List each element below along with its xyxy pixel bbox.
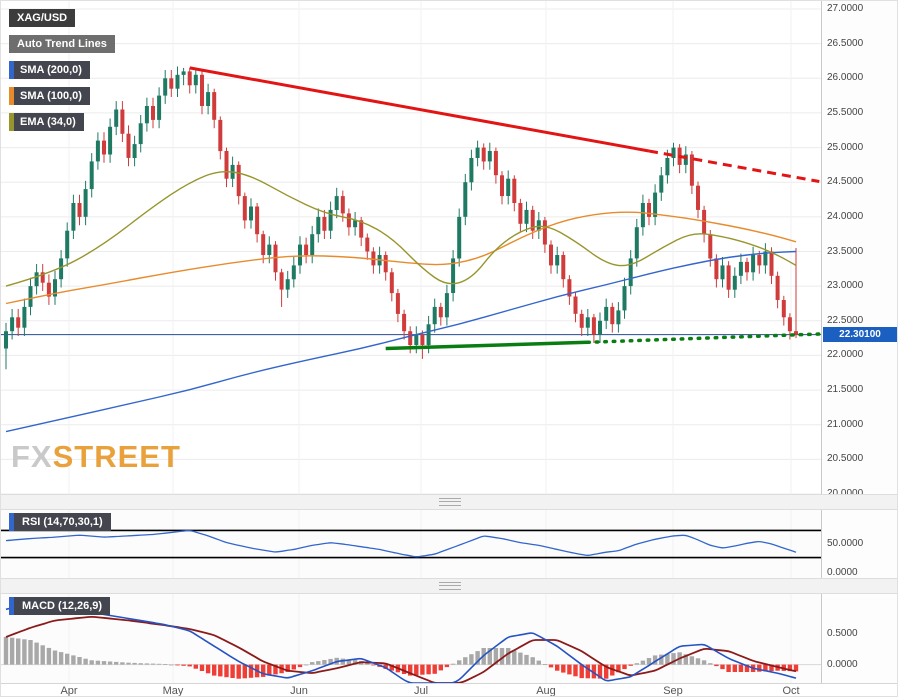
price-axis[interactable]: 22.30100 27.0000 26.5000 26.0000 25.5000 25.… xyxy=(821,1,897,499)
rsi-axis-tick: 50.0000 xyxy=(827,538,864,549)
resistance-trendline xyxy=(189,66,650,153)
x-axis-month-label: Sep xyxy=(663,685,683,697)
macd-indicator-label[interactable]: MACD (12,26,9) xyxy=(9,597,111,615)
sma100-label: SMA (100,0) xyxy=(20,90,82,102)
time-axis[interactable]: Apr May Jun Jul Aug Sep Oct xyxy=(1,683,897,697)
macd-axis-tick: 0.0000 xyxy=(827,659,858,670)
panel-resize-handle[interactable] xyxy=(439,498,461,506)
macd-axis[interactable]: 0.5000 0.0000 xyxy=(821,594,897,683)
rsi-axis[interactable]: 50.0000 0.0000 xyxy=(821,510,897,578)
price-axis-tick: 20.5000 xyxy=(827,453,864,464)
x-axis-month-label: Oct xyxy=(782,685,800,697)
x-axis-month-label: Apr xyxy=(60,685,78,697)
support-trendline-projection xyxy=(586,332,821,345)
price-axis-tick: 25.5000 xyxy=(827,107,864,118)
rsi-line xyxy=(5,529,797,558)
legend-sma100[interactable]: SMA (100,0) xyxy=(9,87,90,105)
price-axis-tick: 22.0000 xyxy=(827,349,864,360)
fxstreet-logo-fx: FX xyxy=(11,439,53,474)
price-axis-tick: 26.0000 xyxy=(827,72,864,83)
price-axis-tick: 21.0000 xyxy=(827,419,864,430)
rsi-indicator-label[interactable]: RSI (14,70,30,1) xyxy=(9,513,111,531)
legend-auto-trend-lines[interactable]: Auto Trend Lines xyxy=(9,35,115,53)
main-gridlines xyxy=(1,1,821,494)
x-axis-month-label: Jun xyxy=(290,685,308,697)
ema34-label: EMA (34,0) xyxy=(20,116,76,128)
macd-signal-line xyxy=(5,615,797,683)
price-axis-tick: 20.0000 xyxy=(827,488,863,499)
panel-separator xyxy=(1,494,897,510)
legend-symbol[interactable]: XAG/USD xyxy=(9,9,76,27)
symbol-label: XAG/USD xyxy=(17,12,68,24)
last-price-label: 22.30100 xyxy=(823,327,897,342)
sma100-line xyxy=(5,211,797,305)
sma200-line xyxy=(5,250,797,433)
rsi-canvas[interactable] xyxy=(1,510,821,578)
macd-axis-tick: 0.5000 xyxy=(827,628,858,639)
panel-separator xyxy=(1,578,897,594)
price-chart-panel[interactable]: XAG/USD Auto Trend Lines SMA (200,0) SMA… xyxy=(1,1,821,494)
price-axis-tick: 23.5000 xyxy=(827,246,864,257)
fxstreet-logo-street: STREET xyxy=(52,439,181,474)
rsi-panel[interactable]: RSI (14,70,30,1) xyxy=(1,510,821,578)
macd-canvas[interactable] xyxy=(1,594,821,683)
legend: XAG/USD Auto Trend Lines SMA (200,0) SMA… xyxy=(9,9,115,139)
ema34-line xyxy=(5,170,797,287)
legend-ema34[interactable]: EMA (34,0) xyxy=(9,113,84,131)
macd-panel[interactable]: MACD (12,26,9) xyxy=(1,594,821,683)
rsi-axis-tick: 0.0000 xyxy=(827,567,858,578)
price-axis-tick: 24.0000 xyxy=(827,211,864,222)
price-axis-tick: 22.5000 xyxy=(827,315,864,326)
legend-sma200[interactable]: SMA (200,0) xyxy=(9,61,90,79)
macd-line xyxy=(5,602,797,683)
x-axis-month-label: Jul xyxy=(413,685,429,697)
panel-resize-handle[interactable] xyxy=(439,582,461,590)
x-axis-month-label: May xyxy=(162,685,184,697)
price-axis-tick: 27.0000 xyxy=(827,3,864,14)
x-axis-month-label: Aug xyxy=(536,685,556,697)
sma200-label: SMA (200,0) xyxy=(20,64,82,76)
price-axis-tick: 26.5000 xyxy=(827,38,864,49)
support-trendline xyxy=(385,340,588,351)
price-axis-tick: 24.5000 xyxy=(827,176,864,187)
auto-trend-label: Auto Trend Lines xyxy=(17,38,107,50)
candlestick-canvas[interactable] xyxy=(1,1,821,494)
fxstreet-logo: FXSTREET xyxy=(11,439,181,475)
price-axis-tick: 23.0000 xyxy=(827,280,864,291)
price-axis-tick: 25.0000 xyxy=(827,142,864,153)
price-axis-tick: 21.5000 xyxy=(827,384,864,395)
candles-layer xyxy=(4,66,798,370)
